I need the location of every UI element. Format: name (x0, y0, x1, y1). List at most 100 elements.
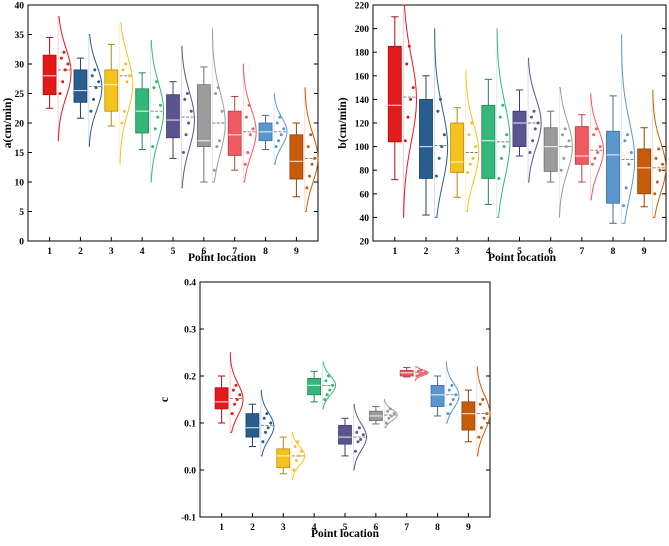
y-tick-label: 35 (15, 31, 25, 41)
data-point (466, 171, 470, 175)
x-tick-label: 1 (47, 247, 52, 257)
data-point (450, 383, 454, 387)
kde-curve (527, 57, 542, 183)
x-tick-label: 7 (232, 247, 237, 257)
data-point (416, 369, 420, 373)
y-tick-label: 0.3 (184, 326, 196, 336)
x-tick-label: 7 (579, 247, 584, 257)
kde-curve (652, 89, 667, 218)
iqr-box (166, 94, 180, 139)
y-tick-label: 140 (355, 96, 370, 106)
data-point (474, 145, 478, 149)
box-group-4 (481, 28, 511, 218)
data-point (623, 139, 627, 143)
data-point (151, 145, 155, 149)
iqr-box (606, 130, 620, 204)
x-tick-label: 5 (171, 247, 176, 257)
data-point (275, 121, 279, 125)
iqr-box (637, 148, 652, 195)
data-point (97, 80, 101, 84)
data-point (305, 186, 309, 190)
y-tick-label: 5 (19, 208, 24, 218)
data-point (407, 44, 411, 48)
box-group-1 (42, 16, 72, 142)
box-group-6 (368, 399, 398, 429)
x-tick-label: 9 (466, 523, 471, 533)
data-point (152, 86, 156, 90)
data-point (446, 412, 450, 416)
data-point (411, 86, 415, 90)
x-tick-label: 6 (548, 247, 553, 257)
kde-curve (273, 93, 288, 165)
data-point (278, 115, 282, 119)
data-point (330, 383, 334, 387)
data-point (269, 421, 273, 425)
data-point (183, 97, 187, 101)
data-point (406, 115, 410, 119)
data-point (451, 398, 455, 401)
data-point (440, 145, 444, 149)
y-tick-label: 80 (360, 167, 370, 177)
data-point (596, 151, 600, 154)
box-group-1 (214, 352, 244, 433)
data-point (598, 145, 602, 149)
data-point (359, 437, 363, 441)
data-point (479, 426, 483, 430)
data-point (120, 121, 124, 125)
x-tick-label: 9 (294, 247, 299, 257)
box-group-2 (245, 389, 275, 457)
y-tick-label: 20 (360, 238, 370, 248)
data-point (481, 398, 485, 401)
y-tick-label: 15 (15, 149, 25, 159)
chart-panel-3: -0.1 0.0 0.1 0.2 0.3 0.4 1 2 3 4 5 6 7 8 9 Point locati… (159, 279, 491, 540)
kde-curve (211, 28, 226, 183)
data-point (592, 133, 596, 137)
iqr-box (450, 122, 465, 173)
x-tick-label: 8 (435, 523, 440, 533)
data-point (246, 151, 250, 154)
data-point (309, 133, 313, 137)
data-point (564, 145, 568, 149)
kde-curve (496, 28, 511, 218)
data-point (297, 454, 301, 458)
data-point (353, 449, 357, 453)
data-point (485, 412, 489, 416)
data-point (498, 115, 502, 119)
data-point (238, 393, 242, 397)
x-tick-label: 2 (424, 247, 429, 257)
y-tick-label: 40 (15, 2, 25, 12)
data-point (323, 398, 327, 401)
data-point (442, 133, 446, 137)
box-group-9 (289, 87, 319, 212)
data-point (590, 162, 594, 166)
x-tick-label: 3 (109, 247, 114, 257)
y-axis-label: c (159, 397, 171, 402)
data-point (357, 426, 361, 430)
iqr-box (461, 401, 476, 431)
box-group-8 (606, 34, 636, 224)
box-group-6 (196, 28, 226, 183)
iqr-box (104, 69, 119, 112)
data-point (438, 97, 442, 101)
box-group-6 (543, 87, 573, 218)
data-point (562, 156, 566, 160)
data-point (390, 414, 394, 418)
data-point (248, 133, 252, 137)
x-axis-label: Point location (188, 252, 257, 264)
y-tick-label: 200 (355, 25, 370, 35)
data-point (296, 440, 300, 444)
x-tick-label: 3 (455, 247, 460, 257)
data-point (355, 430, 359, 434)
data-point (531, 139, 535, 143)
box-group-9 (637, 89, 667, 218)
iqr-box (307, 377, 322, 396)
data-point (189, 109, 193, 113)
data-point (93, 68, 97, 72)
data-point (418, 373, 422, 377)
kde-curve (150, 39, 165, 183)
iqr-box (42, 54, 57, 96)
iqr-box (73, 69, 88, 103)
data-point (478, 402, 482, 406)
x-tick-label: 6 (201, 247, 206, 257)
